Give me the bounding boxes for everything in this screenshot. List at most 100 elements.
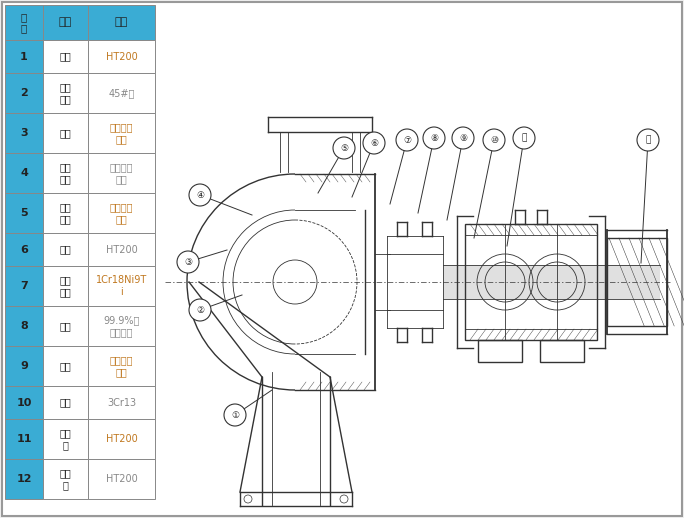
- Circle shape: [423, 127, 445, 149]
- Bar: [5, 193, 43, 233]
- Bar: [88, 113, 155, 153]
- Bar: [5, 419, 43, 459]
- Text: 3Cr13: 3Cr13: [107, 397, 136, 408]
- Bar: [43, 419, 88, 459]
- Text: ⑫: ⑫: [645, 136, 650, 145]
- Text: HT200: HT200: [105, 474, 137, 484]
- Bar: [5, 386, 43, 419]
- Bar: [43, 73, 88, 113]
- Text: 9: 9: [20, 361, 28, 371]
- Bar: [5, 346, 43, 386]
- Bar: [478, 340, 522, 362]
- Bar: [5, 266, 43, 306]
- Bar: [88, 5, 155, 40]
- Bar: [88, 306, 155, 346]
- Circle shape: [224, 404, 246, 426]
- Text: 材质: 材质: [115, 18, 128, 27]
- Circle shape: [483, 129, 505, 151]
- Text: 1Cr18Ni9T
i: 1Cr18Ni9T i: [96, 275, 147, 297]
- Circle shape: [513, 127, 535, 149]
- Text: 6: 6: [20, 244, 28, 254]
- Text: 7: 7: [20, 281, 28, 291]
- Bar: [88, 73, 155, 113]
- Bar: [88, 40, 155, 73]
- Text: 名称: 名称: [59, 18, 72, 27]
- Circle shape: [273, 260, 317, 304]
- Bar: [5, 113, 43, 153]
- Text: HT200: HT200: [105, 434, 137, 444]
- Text: 3: 3: [21, 128, 28, 138]
- Text: 动环: 动环: [60, 361, 71, 371]
- Text: HT200: HT200: [105, 244, 137, 254]
- Circle shape: [189, 184, 211, 206]
- Text: 聚全氟乙
丙烯: 聚全氟乙 丙烯: [109, 162, 133, 184]
- Text: 45#钢: 45#钢: [108, 88, 135, 98]
- Text: 泵盖
衬里: 泵盖 衬里: [60, 202, 71, 224]
- Bar: [88, 386, 155, 419]
- Bar: [5, 5, 43, 40]
- Bar: [88, 233, 155, 266]
- Text: 4: 4: [20, 168, 28, 178]
- Bar: [540, 340, 584, 362]
- Bar: [88, 193, 155, 233]
- Text: 5: 5: [21, 208, 28, 218]
- Text: 11: 11: [16, 434, 31, 444]
- Circle shape: [333, 137, 355, 159]
- Text: 12: 12: [16, 474, 31, 484]
- Bar: [5, 73, 43, 113]
- Text: ③: ③: [184, 257, 192, 266]
- Bar: [88, 266, 155, 306]
- Text: 聚全氟乙
丙烯: 聚全氟乙 丙烯: [109, 202, 133, 224]
- Bar: [43, 193, 88, 233]
- Text: ⑥: ⑥: [370, 138, 378, 148]
- Text: 联轴
器: 联轴 器: [60, 468, 71, 490]
- Bar: [465, 224, 597, 340]
- Text: 泵轴: 泵轴: [60, 397, 71, 408]
- Circle shape: [177, 251, 199, 273]
- Text: 叶轮: 叶轮: [60, 128, 71, 138]
- Text: 10: 10: [16, 397, 31, 408]
- Circle shape: [637, 129, 659, 151]
- Text: 序
号: 序 号: [21, 12, 27, 33]
- Text: HT200: HT200: [105, 51, 137, 62]
- Bar: [88, 153, 155, 193]
- Bar: [43, 459, 88, 499]
- Text: 泵体: 泵体: [60, 51, 71, 62]
- Bar: [88, 459, 155, 499]
- Bar: [88, 346, 155, 386]
- Bar: [43, 40, 88, 73]
- Text: ⑧: ⑧: [430, 134, 438, 142]
- Text: 静环: 静环: [60, 321, 71, 331]
- Bar: [5, 233, 43, 266]
- Text: 聚全氟乙
丙烯: 聚全氟乙 丙烯: [109, 122, 133, 144]
- Text: 机封
压盖: 机封 压盖: [60, 275, 71, 297]
- Text: 叶轮
骨架: 叶轮 骨架: [60, 82, 71, 104]
- Text: 2: 2: [20, 88, 28, 98]
- Text: ④: ④: [196, 191, 204, 199]
- Text: ⑤: ⑤: [340, 143, 348, 152]
- Circle shape: [396, 129, 418, 151]
- Text: 填充四氟
乙烯: 填充四氟 乙烯: [109, 355, 133, 377]
- Text: ②: ②: [196, 306, 204, 314]
- Bar: [5, 40, 43, 73]
- Bar: [43, 113, 88, 153]
- Text: ⑩: ⑩: [490, 136, 498, 145]
- Bar: [443, 265, 660, 299]
- Circle shape: [452, 127, 474, 149]
- Circle shape: [189, 299, 211, 321]
- Circle shape: [363, 132, 385, 154]
- Circle shape: [340, 495, 348, 503]
- Text: 泵体
衬里: 泵体 衬里: [60, 162, 71, 184]
- Circle shape: [244, 495, 252, 503]
- Text: 99.9%氧
化铝陶瓷: 99.9%氧 化铝陶瓷: [103, 315, 140, 337]
- Bar: [607, 238, 667, 326]
- Bar: [5, 306, 43, 346]
- Text: ①: ①: [231, 410, 239, 420]
- Bar: [43, 266, 88, 306]
- Bar: [43, 233, 88, 266]
- Bar: [5, 459, 43, 499]
- Bar: [43, 386, 88, 419]
- Text: ⑨: ⑨: [459, 134, 467, 142]
- Bar: [88, 419, 155, 459]
- Bar: [43, 5, 88, 40]
